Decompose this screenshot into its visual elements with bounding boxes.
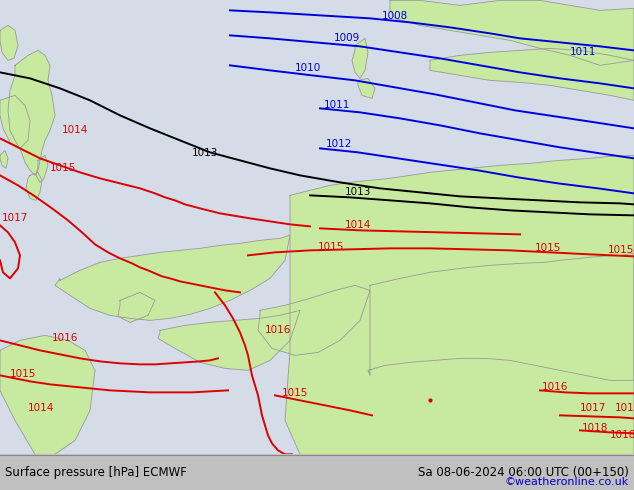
- Text: ©weatheronline.co.uk: ©weatheronline.co.uk: [505, 477, 629, 487]
- Polygon shape: [352, 38, 368, 78]
- Polygon shape: [258, 285, 370, 355]
- Polygon shape: [158, 310, 300, 370]
- Text: 1018: 1018: [610, 430, 634, 441]
- Polygon shape: [0, 335, 95, 454]
- Text: 1011: 1011: [324, 100, 351, 110]
- Text: 1008: 1008: [382, 11, 408, 22]
- Polygon shape: [368, 253, 634, 380]
- Text: 1017: 1017: [2, 213, 29, 223]
- Polygon shape: [0, 150, 8, 169]
- Text: Surface pressure [hPa] ECMWF: Surface pressure [hPa] ECMWF: [5, 466, 187, 479]
- Text: 1014: 1014: [28, 403, 55, 414]
- Text: 1015: 1015: [535, 244, 561, 253]
- Polygon shape: [0, 25, 18, 60]
- Polygon shape: [390, 0, 634, 65]
- Text: 1015: 1015: [318, 243, 344, 252]
- Polygon shape: [285, 155, 634, 454]
- Text: 1014: 1014: [62, 125, 88, 135]
- Text: 1018: 1018: [582, 423, 609, 433]
- Polygon shape: [36, 155, 48, 182]
- Text: 1016: 1016: [52, 333, 79, 343]
- Text: 1015: 1015: [282, 389, 308, 398]
- Polygon shape: [118, 293, 155, 322]
- Polygon shape: [8, 50, 55, 175]
- Text: 1015: 1015: [50, 163, 76, 173]
- Text: 1011: 1011: [570, 48, 597, 57]
- Polygon shape: [0, 96, 30, 148]
- Text: 1017: 1017: [580, 403, 606, 414]
- Text: 1016: 1016: [265, 325, 292, 335]
- Polygon shape: [358, 78, 375, 98]
- Polygon shape: [26, 172, 42, 200]
- Text: 1010: 1010: [295, 63, 321, 74]
- Polygon shape: [55, 235, 290, 320]
- Text: 1013: 1013: [345, 187, 372, 197]
- Text: Sa 08-06-2024 06:00 UTC (00+150): Sa 08-06-2024 06:00 UTC (00+150): [418, 466, 629, 479]
- Text: 1017: 1017: [615, 403, 634, 414]
- Polygon shape: [430, 49, 634, 100]
- Text: 1013: 1013: [192, 148, 218, 158]
- Text: 1016: 1016: [542, 382, 568, 392]
- Text: 1015: 1015: [608, 245, 634, 255]
- Text: 1015: 1015: [10, 369, 36, 379]
- Text: 1014: 1014: [345, 220, 372, 230]
- Text: 1009: 1009: [334, 33, 360, 43]
- Text: 1012: 1012: [326, 139, 353, 149]
